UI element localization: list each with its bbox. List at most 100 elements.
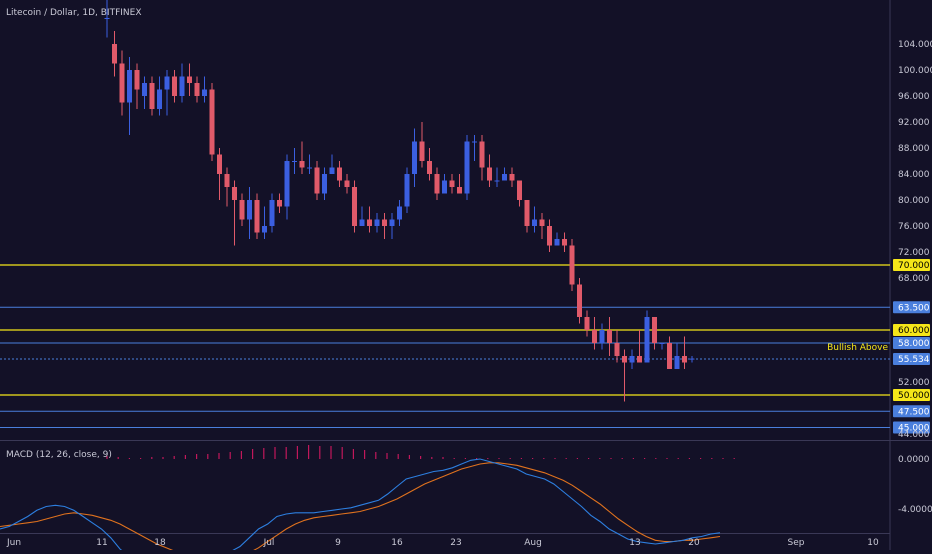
candle-body bbox=[134, 70, 140, 90]
candle-body bbox=[442, 180, 447, 194]
signal-line bbox=[0, 462, 721, 554]
level-label: 70.000 bbox=[898, 261, 930, 271]
level-label: 58.000 bbox=[898, 339, 930, 349]
candle-body bbox=[479, 141, 485, 168]
chart-title: Litecoin / Dollar, 1D, BITFINEX bbox=[6, 8, 142, 18]
level-label: 45.000 bbox=[898, 424, 930, 434]
candle-body bbox=[569, 245, 575, 285]
candle-body bbox=[329, 167, 335, 174]
level-label: 50.000 bbox=[898, 391, 930, 401]
candle-body bbox=[434, 174, 440, 194]
level-label-box bbox=[893, 353, 930, 366]
candle-body bbox=[337, 167, 342, 181]
candle-body bbox=[419, 141, 425, 161]
price-tick-label: 44.000 bbox=[898, 430, 930, 440]
macd-pane bbox=[0, 445, 735, 554]
price-tick-label: 100.000 bbox=[898, 66, 932, 76]
time-tick-label: 9 bbox=[335, 538, 341, 548]
level-label-box bbox=[893, 259, 930, 271]
price-axis[interactable]: 104.000 100.000 96.000 92.000 88.000 84.000 80… bbox=[898, 40, 932, 550]
candle-body bbox=[584, 317, 590, 330]
level-lines: 70.000 63.500 60.000 58.000 55.534 50.000 47.5… bbox=[0, 259, 930, 434]
time-tick-label: Sep bbox=[788, 538, 805, 548]
price-tick-label: 68.000 bbox=[898, 274, 930, 284]
candle-body bbox=[652, 317, 657, 343]
candle-body bbox=[622, 356, 627, 363]
candle-body bbox=[224, 174, 230, 187]
candle-body bbox=[682, 356, 687, 363]
candle-body bbox=[517, 180, 522, 200]
candle-body bbox=[322, 174, 327, 194]
candle-body bbox=[367, 219, 372, 226]
level-label: 60.000 bbox=[898, 326, 930, 336]
candle-body bbox=[487, 167, 492, 181]
candle-body bbox=[352, 187, 357, 226]
time-tick-label: 10 bbox=[867, 538, 879, 548]
level-label-box bbox=[893, 324, 930, 336]
candle-body bbox=[247, 200, 252, 220]
time-tick-label: 11 bbox=[96, 538, 107, 548]
level-label: 63.500 bbox=[898, 303, 930, 313]
candle-body bbox=[509, 174, 515, 181]
price-tick-label: 72.000 bbox=[898, 248, 930, 258]
candle-body bbox=[142, 83, 147, 96]
candle-body bbox=[157, 89, 162, 109]
candle-body bbox=[164, 76, 170, 90]
time-tick-label: Jul bbox=[263, 538, 275, 548]
candle-body bbox=[554, 239, 560, 246]
time-tick-label: 16 bbox=[391, 538, 403, 548]
candle-body bbox=[254, 200, 260, 233]
candle-body bbox=[562, 239, 567, 246]
macd-tick-label: 0.0000 bbox=[898, 455, 930, 465]
candle-body bbox=[194, 83, 200, 96]
time-tick-label: 13 bbox=[629, 538, 640, 548]
level-label-box bbox=[893, 389, 930, 401]
time-tick-label: 23 bbox=[450, 538, 461, 548]
candle-body bbox=[262, 226, 267, 233]
time-tick-label: 18 bbox=[154, 538, 166, 548]
candle-body bbox=[187, 76, 192, 83]
candle-body bbox=[127, 70, 132, 103]
candle-body bbox=[464, 141, 470, 194]
candle-body bbox=[502, 174, 507, 181]
candle-body bbox=[599, 330, 605, 343]
candle-body bbox=[307, 167, 312, 169]
candle-body bbox=[359, 219, 365, 226]
macd-tick-label: -4.0000 bbox=[898, 505, 932, 515]
candle-body bbox=[397, 206, 402, 220]
candle-body bbox=[674, 356, 680, 369]
candle-body bbox=[644, 317, 650, 363]
candle-body bbox=[269, 200, 275, 226]
price-tick-label: 76.000 bbox=[898, 222, 930, 232]
time-tick-label: Jun bbox=[6, 538, 21, 548]
candle-body bbox=[119, 63, 125, 103]
price-tick-label: 104.000 bbox=[898, 40, 932, 50]
candles bbox=[104, 0, 695, 402]
candle-body bbox=[284, 161, 290, 207]
candle-body bbox=[202, 89, 207, 96]
candle-body bbox=[449, 180, 455, 187]
level-label-box bbox=[893, 421, 930, 434]
candle-body bbox=[607, 330, 612, 343]
price-tick-label: 92.000 bbox=[898, 118, 930, 128]
candle-body bbox=[104, 18, 110, 19]
price-tick-label: 88.000 bbox=[898, 144, 930, 154]
time-tick-label: 20 bbox=[688, 538, 700, 548]
candle-body bbox=[457, 187, 462, 194]
time-tick-label: Aug bbox=[524, 538, 542, 548]
candle-body bbox=[112, 44, 117, 64]
level-label: 55.534 bbox=[898, 355, 930, 365]
candle-body bbox=[382, 219, 387, 226]
candle-body bbox=[667, 343, 672, 369]
level-label: 47.500 bbox=[898, 407, 930, 417]
price-tick-label: 52.000 bbox=[898, 378, 930, 388]
candle-body bbox=[547, 226, 552, 246]
candle-body bbox=[344, 180, 350, 187]
price-tick-label: 84.000 bbox=[898, 170, 930, 180]
candle-body bbox=[404, 174, 410, 207]
candle-body bbox=[299, 161, 305, 168]
time-axis[interactable]: Jun 11 18 Jul 9 16 23 Aug 13 20 Sep 10 bbox=[6, 538, 879, 548]
level-label-box bbox=[893, 405, 930, 418]
